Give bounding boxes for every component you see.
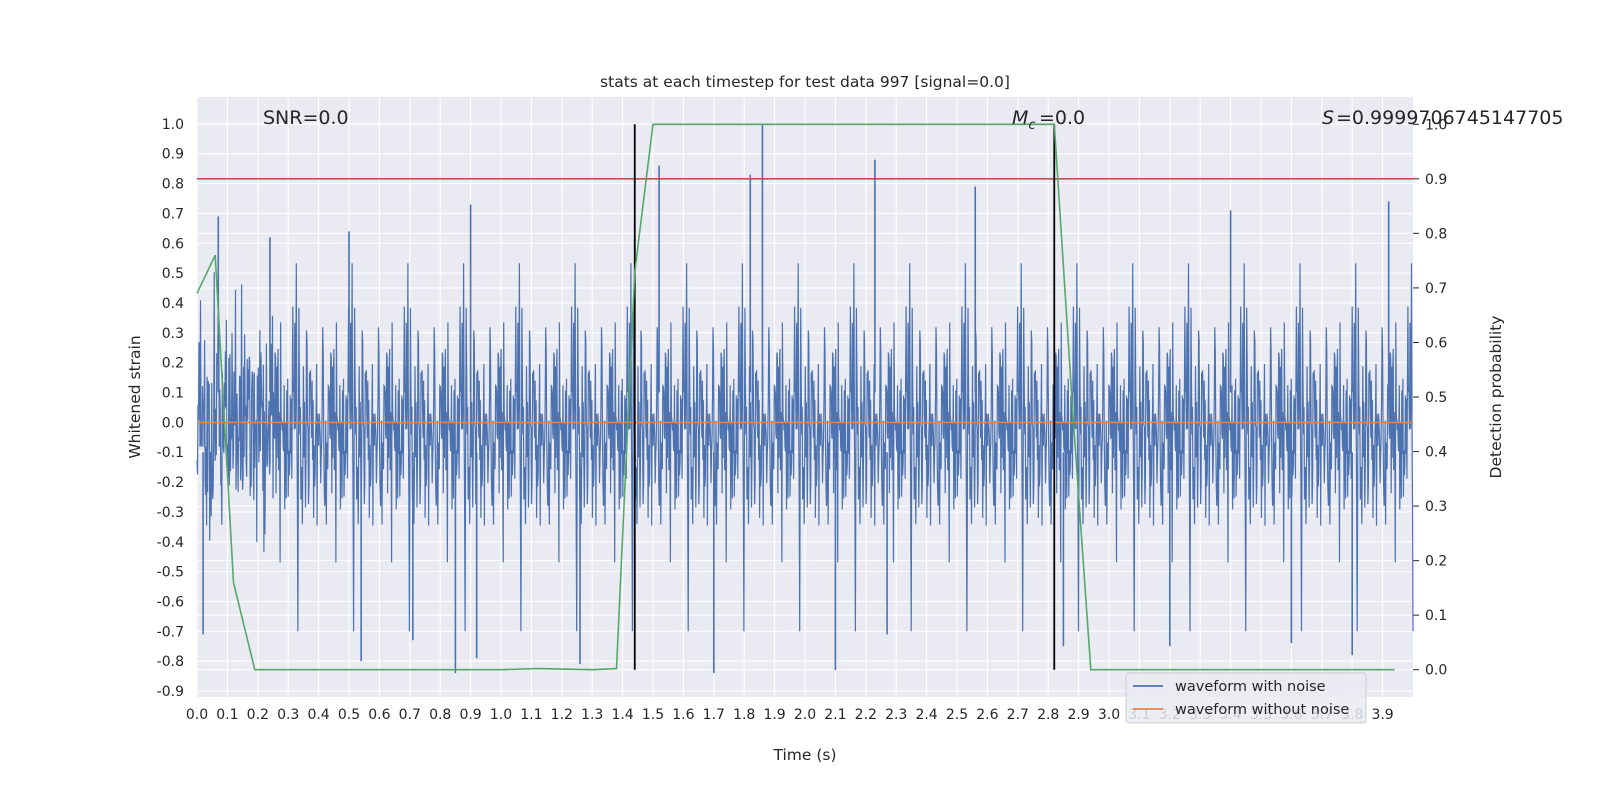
y2-tick-label: 0.2 — [1425, 554, 1447, 570]
x-tick-label: 0.5 — [338, 707, 360, 723]
x-tick-label: 1.7 — [703, 707, 725, 723]
snr-annotation: SNR=0.0 — [263, 107, 349, 129]
s-annotation-symbol: S — [1322, 107, 1334, 129]
x-tick-label: 1.5 — [642, 707, 664, 723]
x-tick-label: 2.4 — [915, 707, 937, 723]
y2-tick-label: 0.0 — [1425, 663, 1447, 679]
y2-tick-label: 0.6 — [1425, 335, 1447, 351]
y-tick-label: 0.9 — [162, 147, 184, 163]
mc-annotation-symbol: Mc — [1012, 107, 1036, 133]
x-tick-label: 1.8 — [733, 707, 755, 723]
x-tick-label: 1.2 — [551, 707, 573, 723]
legend-label-noise: waveform with noise — [1175, 679, 1326, 695]
y-tick-label: -0.4 — [157, 535, 184, 551]
legend-label-clean: waveform without noise — [1175, 702, 1349, 718]
y-tick-label: 0.0 — [162, 415, 184, 431]
y-tick-label: -0.5 — [157, 565, 184, 581]
x-tick-label: 1.3 — [581, 707, 603, 723]
y2-tick-label: 0.1 — [1425, 608, 1447, 624]
x-tick-label: 3.0 — [1098, 707, 1120, 723]
y2-tick-label: 0.8 — [1425, 226, 1447, 242]
x-tick-label: 2.5 — [946, 707, 968, 723]
x-tick-label: 0.0 — [186, 707, 208, 723]
chart-title: stats at each timestep for test data 997… — [600, 73, 1010, 91]
x-tick-label: 0.1 — [216, 707, 238, 723]
x-tick-label: 2.8 — [1037, 707, 1059, 723]
s-annotation: =0.9999706745147705 — [1336, 107, 1563, 129]
x-tick-label: 0.9 — [459, 707, 481, 723]
y-tick-label: -0.3 — [157, 505, 184, 521]
y2-tick-label: 0.3 — [1425, 499, 1447, 515]
x-tick-label: 2.1 — [824, 707, 846, 723]
y-tick-label: 0.5 — [162, 266, 184, 282]
x-tick-label: 2.3 — [885, 707, 907, 723]
y-tick-label: -0.7 — [157, 624, 184, 640]
x-tick-label: 0.7 — [399, 707, 421, 723]
x-tick-label: 0.2 — [247, 707, 269, 723]
y2-axis-label: Detection probability — [1487, 316, 1505, 479]
y-tick-label: -0.2 — [157, 475, 184, 491]
x-axis-label: Time (s) — [772, 746, 836, 764]
x-tick-label: 2.0 — [794, 707, 816, 723]
y-tick-label: 0.4 — [162, 296, 184, 312]
x-tick-label: 3.9 — [1371, 707, 1393, 723]
y2-tick-label: 0.7 — [1425, 281, 1447, 297]
y-tick-label: 1.0 — [162, 117, 184, 133]
x-tick-label: 2.7 — [1007, 707, 1029, 723]
y2-tick-label: 0.4 — [1425, 445, 1447, 461]
x-tick-label: 1.9 — [763, 707, 785, 723]
y-tick-label: 0.6 — [162, 236, 184, 252]
y-axis-ticks: -0.9 -0.8 -0.7 -0.6 -0.5 -0.4 -0.3 -0.2 -0.1 0.0 0… — [157, 117, 184, 700]
x-tick-label: 2.9 — [1067, 707, 1089, 723]
y-tick-label: 0.1 — [162, 386, 184, 402]
y-tick-label: 0.8 — [162, 177, 184, 193]
y2-tick-label: 1.0 — [1425, 117, 1447, 133]
x-tick-label: 1.0 — [490, 707, 512, 723]
y-tick-label: 0.3 — [162, 326, 184, 342]
x-tick-label: 0.8 — [429, 707, 451, 723]
y-tick-label: 0.7 — [162, 206, 184, 222]
x-tick-label: 2.2 — [855, 707, 877, 723]
x-tick-label: 0.4 — [307, 707, 329, 723]
series-waveform-with-noise — [196, 123, 1414, 674]
x-tick-label: 1.1 — [520, 707, 542, 723]
x-tick-label: 2.6 — [976, 707, 998, 723]
legend: waveform with noise waveform without noi… — [1125, 672, 1367, 724]
y2-tick-label: 0.9 — [1425, 172, 1447, 188]
mc-annotation: =0.0 — [1039, 107, 1085, 129]
legend-box — [1125, 672, 1367, 724]
y2-tick-label: 0.5 — [1425, 390, 1447, 406]
y-tick-label: -0.9 — [157, 684, 184, 700]
x-tick-label: 0.6 — [368, 707, 390, 723]
y-tick-label: -0.8 — [157, 654, 184, 670]
y-tick-label: -0.6 — [157, 594, 184, 610]
x-tick-label: 1.6 — [672, 707, 694, 723]
series-lines — [196, 123, 1413, 671]
x-tick-label: 0.3 — [277, 707, 299, 723]
detection-probability-line — [196, 123, 1395, 671]
y2-axis-ticks: 0.0 0.1 0.2 0.3 0.4 0.5 0.6 0.7 0.8 0.9 1.0 — [1413, 117, 1447, 679]
noise-trace — [196, 263, 1414, 632]
y-tick-label: -0.1 — [157, 445, 184, 461]
y-axis-label: Whitened strain — [126, 335, 144, 458]
x-tick-label: 1.4 — [611, 707, 633, 723]
y-tick-label: 0.2 — [162, 356, 184, 372]
